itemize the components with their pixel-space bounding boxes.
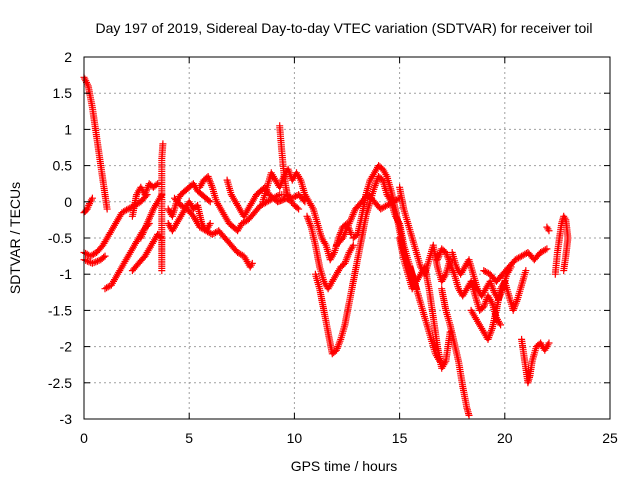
y-tick-label: 2 bbox=[64, 49, 72, 65]
x-tick-label: 15 bbox=[392, 430, 408, 446]
y-tick-label: -2 bbox=[60, 339, 73, 355]
x-tick-label: 10 bbox=[287, 430, 303, 446]
y-axis-label: SDTVAR / TECUs bbox=[7, 182, 23, 294]
y-tick-label: -1 bbox=[60, 266, 73, 282]
x-axis-label: GPS time / hours bbox=[291, 458, 398, 474]
chart-title: Day 197 of 2019, Sidereal Day-to-day VTE… bbox=[96, 20, 593, 36]
y-tick-label: 0.5 bbox=[53, 158, 73, 174]
y-tick-label: -2.5 bbox=[48, 375, 72, 391]
x-tick-label: 0 bbox=[80, 430, 88, 446]
x-tick-label: 25 bbox=[602, 430, 618, 446]
y-tick-label: -0.5 bbox=[48, 230, 72, 246]
y-tick-label: 1 bbox=[64, 121, 72, 137]
data-series-markers bbox=[80, 73, 572, 419]
y-tick-label: -3 bbox=[60, 411, 73, 427]
data-points bbox=[80, 73, 572, 419]
axis-ticks: 0 5 10 15 20 25 2 1.5 1 0.5 0 -0.5 -1 -1.5 -2 -2.5 -3 bbox=[48, 49, 618, 446]
y-tick-label: 1.5 bbox=[53, 85, 73, 101]
y-tick-label: -1.5 bbox=[48, 302, 72, 318]
x-tick-label: 20 bbox=[497, 430, 513, 446]
x-tick-label: 5 bbox=[185, 430, 193, 446]
y-tick-label: 0 bbox=[64, 194, 72, 210]
